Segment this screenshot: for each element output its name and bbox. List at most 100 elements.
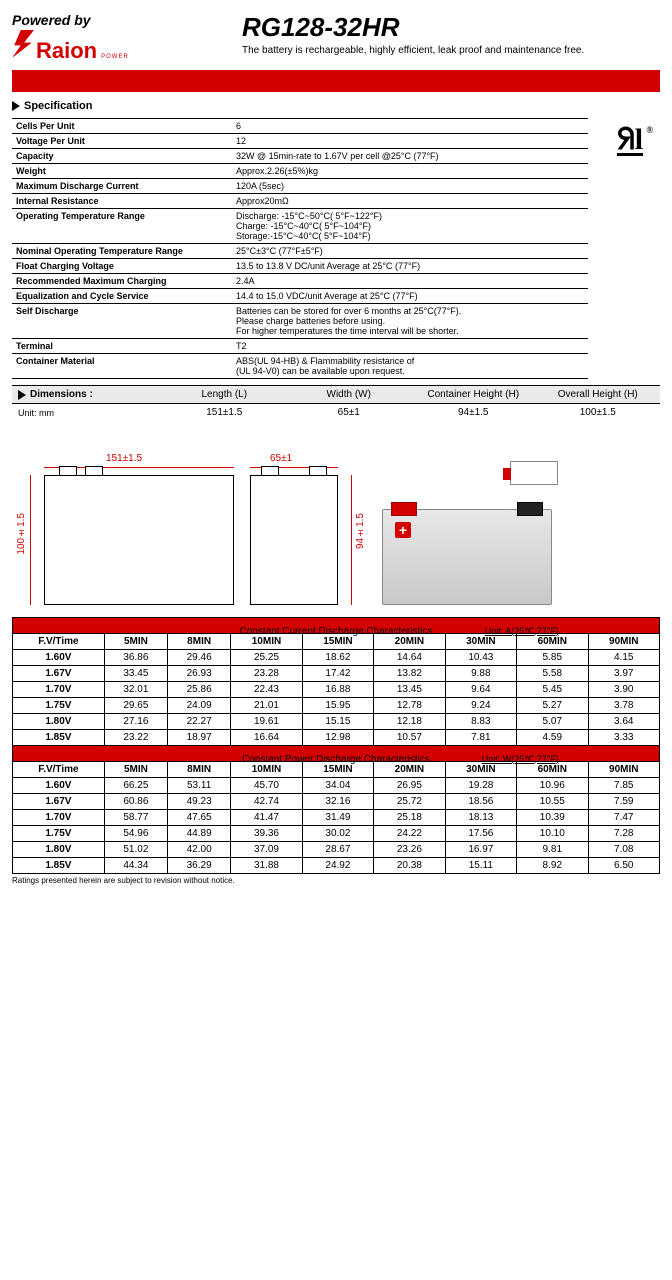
table-col-header: 8MIN [168, 762, 231, 778]
table-cell: 26.93 [168, 666, 231, 682]
table-cell: 10.57 [374, 730, 445, 746]
table-cell: 15.95 [302, 698, 373, 714]
table-cell: 22.27 [168, 714, 231, 730]
battery-render: + [382, 509, 552, 605]
table-cell: 42.00 [168, 842, 231, 858]
table-cell: 9.88 [445, 666, 516, 682]
table-cell: 7.59 [588, 794, 659, 810]
table-cell: 18.13 [445, 810, 516, 826]
ul-certification-mark: ᖆl [600, 118, 660, 379]
table-cell: 17.42 [302, 666, 373, 682]
dim-overall-h-label: 100±1.5 [16, 513, 27, 555]
side-view-drawing [250, 475, 338, 605]
spec-label: Operating Temperature Range [12, 209, 232, 244]
table-cell: 28.67 [302, 842, 373, 858]
table-cell: 8.83 [445, 714, 516, 730]
table-cell: 25.25 [231, 650, 302, 666]
table-cell: 3.78 [588, 698, 659, 714]
table-cell: 7.28 [588, 826, 659, 842]
dimensions-heading: Dimensions : [30, 389, 93, 400]
table-cell: 44.34 [104, 858, 167, 874]
table-cell: 3.33 [588, 730, 659, 746]
table-cell: 10.55 [517, 794, 588, 810]
table-cell: 36.86 [104, 650, 167, 666]
spec-wrap: Cells Per Unit6Voltage Per Unit12Capacit… [12, 118, 660, 379]
table-row-header: 1.85V [13, 730, 105, 746]
table-unit: Unit: W(25℃,77°F) [482, 754, 559, 765]
table-cell: 44.89 [168, 826, 231, 842]
table-cell: 18.62 [302, 650, 373, 666]
table-cell: 4.59 [517, 730, 588, 746]
spec-heading: Specification [24, 100, 92, 112]
table-cell: 14.64 [374, 650, 445, 666]
table-cell: 32.16 [302, 794, 373, 810]
table-cell: 5.45 [517, 682, 588, 698]
table-cell: 21.01 [231, 698, 302, 714]
table-cell: 9.64 [445, 682, 516, 698]
table-cell: 41.47 [231, 810, 302, 826]
dimensions-values: Unit: mm 151±1.5 65±1 94±1.5 100±1.5 [12, 404, 660, 421]
spec-label: Maximum Discharge Current [12, 179, 232, 194]
spec-value: 14.4 to 15.0 VDC/unit Average at 25°C (7… [232, 289, 588, 304]
table-cell: 10.43 [445, 650, 516, 666]
spec-label: Cells Per Unit [12, 119, 232, 134]
table-cell: 18.97 [168, 730, 231, 746]
table-cell: 29.46 [168, 650, 231, 666]
table-row-header: 1.75V [13, 698, 105, 714]
spec-value: 13.5 to 13.8 V DC/unit Average at 25°C (… [232, 259, 588, 274]
table-cell: 7.47 [588, 810, 659, 826]
spec-value: 2.4A [232, 274, 588, 289]
product-title: RG128-32HR [242, 12, 660, 43]
table-cell: 24.09 [168, 698, 231, 714]
table-cell: 15.15 [302, 714, 373, 730]
red-divider-bar [12, 70, 660, 92]
table-cell: 17.56 [445, 826, 516, 842]
logo-text: Raion [36, 38, 97, 64]
table-row-header: 1.70V [13, 682, 105, 698]
spec-label: Nominal Operating Temperature Range [12, 244, 232, 259]
current-discharge-table: Constant Current Discharge Characteristi… [12, 617, 660, 746]
table-cell: 22.43 [231, 682, 302, 698]
table-cell: 33.45 [104, 666, 167, 682]
dim-col-container-h: Container Height (H) [411, 386, 536, 403]
dim-val-container-h: 94±1.5 [411, 404, 536, 421]
title-block: RG128-32HR The battery is rechargeable, … [212, 12, 660, 56]
table-row-header: 1.80V [13, 842, 105, 858]
dim-col-overall-h: Overall Height (H) [536, 386, 661, 403]
spec-label: Self Discharge [12, 304, 232, 339]
table-cell: 26.95 [374, 778, 445, 794]
table-cell: 15.11 [445, 858, 516, 874]
table-row-header: 1.85V [13, 858, 105, 874]
table-cell: 32.01 [104, 682, 167, 698]
table-cell: 9.24 [445, 698, 516, 714]
table-cell: 6.50 [588, 858, 659, 874]
logo-subtext: POWER [101, 54, 129, 60]
spec-value: Approx20mΩ [232, 194, 588, 209]
negative-terminal-icon [517, 502, 543, 516]
table-cell: 16.97 [445, 842, 516, 858]
table-cell: 31.49 [302, 810, 373, 826]
table-cell: 10.96 [517, 778, 588, 794]
spec-label: Recommended Maximum Charging [12, 274, 232, 289]
table-cell: 12.98 [302, 730, 373, 746]
positive-terminal-icon [391, 502, 417, 516]
lightning-icon [12, 30, 34, 58]
spec-value: 32W @ 15min-rate to 1.67V per cell @25°C… [232, 149, 588, 164]
dim-height-label: 94±1.5 [355, 513, 366, 549]
triangle-icon [12, 101, 20, 111]
table-cell: 53.11 [168, 778, 231, 794]
spec-section-head: Specification [12, 100, 660, 112]
spec-value: Discharge: -15°C~50°C( 5°F~122°F) Charge… [232, 209, 588, 244]
table-cell: 54.96 [104, 826, 167, 842]
table-cell: 25.86 [168, 682, 231, 698]
table-cell: 8.92 [517, 858, 588, 874]
table-row-header: 1.75V [13, 826, 105, 842]
table-cell: 16.88 [302, 682, 373, 698]
spec-value: ABS(UL 94-HB) & Flammability resistance … [232, 354, 588, 379]
table-cell: 30.02 [302, 826, 373, 842]
table-cell: 13.82 [374, 666, 445, 682]
table-row-header: 1.67V [13, 666, 105, 682]
power-discharge-table: Constant Power Discharge Characteristics… [12, 745, 660, 874]
table-cell: 5.07 [517, 714, 588, 730]
table-cell: 18.56 [445, 794, 516, 810]
